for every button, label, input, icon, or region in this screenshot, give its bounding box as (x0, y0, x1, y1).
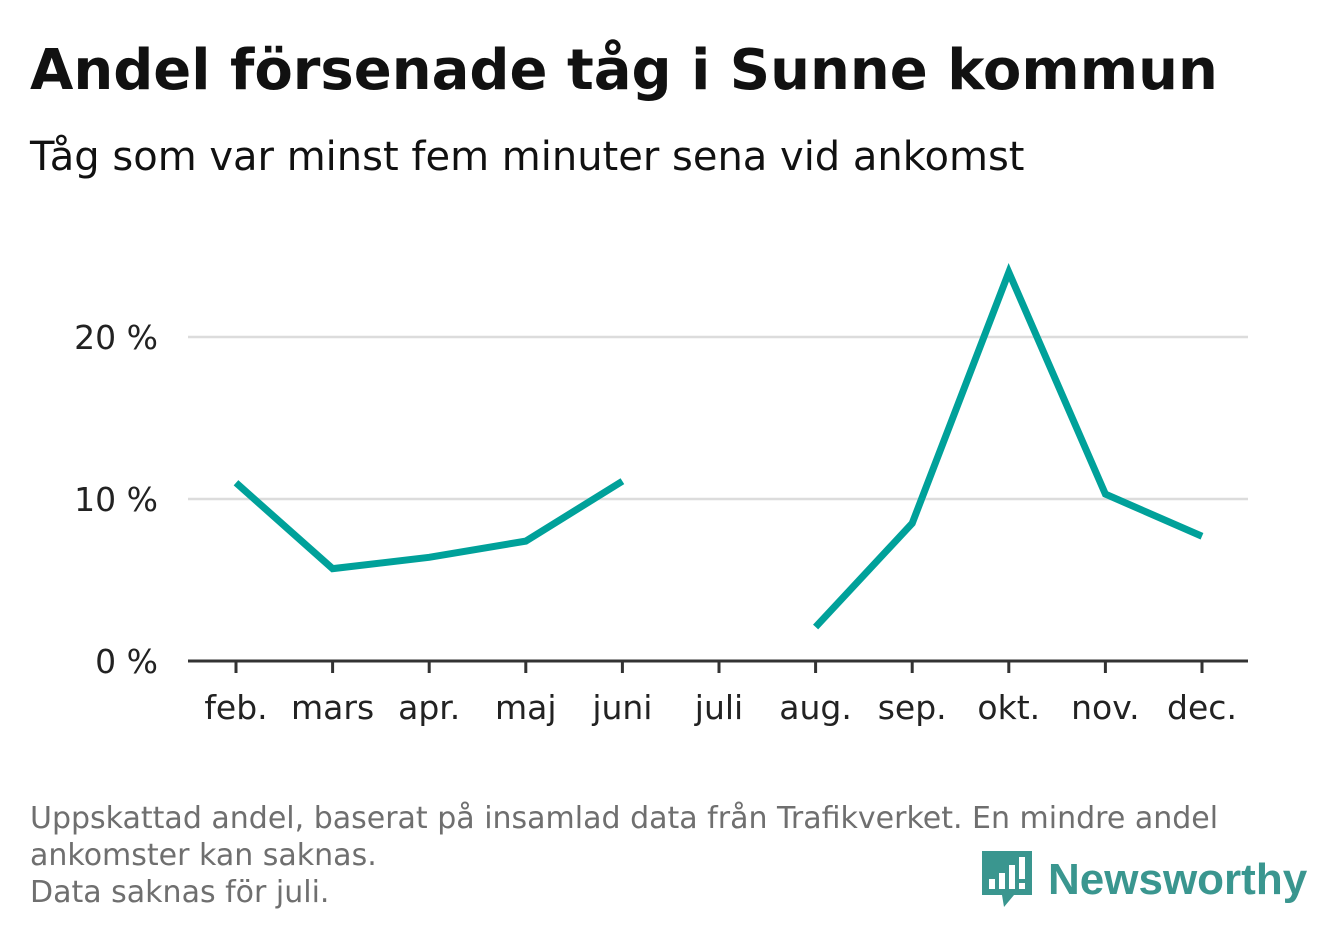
y-axis-ticks: 0 % 10 % 20 % (74, 318, 158, 681)
x-tick-label: juni (591, 688, 652, 727)
x-tick-label: apr. (398, 688, 460, 727)
series-line-segment (813, 262, 1204, 630)
y-tick-label: 20 % (74, 318, 158, 357)
x-tick-label: nov. (1071, 688, 1140, 727)
x-tick-label: aug. (779, 688, 852, 727)
x-axis: feb. mars apr. maj juni juli aug. sep. okt. nov. d… (188, 659, 1248, 727)
footnote: Uppskattad andel, baserat på insamlad da… (30, 800, 1290, 911)
footnote-line: Data saknas för juli. (30, 875, 330, 910)
x-tick-label: maj (495, 688, 557, 727)
chart-title: Andel försenade tåg i Sunne kommun (30, 38, 1218, 103)
x-tick-label: dec. (1167, 688, 1237, 727)
line-chart: 0 % 10 % 20 % feb. mars apr. maj juni juli aug. s… (74, 262, 1248, 727)
x-tick-label: mars (291, 688, 374, 727)
footnote-line: Uppskattad andel, baserat på insamlad da… (30, 801, 1219, 836)
x-tick-label: juli (694, 688, 743, 727)
brand-name: Newsworthy (1048, 855, 1308, 904)
bar-chart-speech-bubble-icon (982, 851, 1032, 907)
y-tick-label: 10 % (74, 480, 158, 519)
gridlines (188, 335, 1248, 501)
x-tick-label: sep. (878, 688, 947, 727)
x-tick-label: feb. (204, 688, 267, 727)
chart-subtitle: Tåg som var minst fem minuter sena vid a… (30, 134, 1025, 180)
series-line-segment (233, 478, 625, 573)
x-tick-label: okt. (977, 688, 1040, 727)
footnote-line: ankomster kan saknas. (30, 838, 377, 873)
brand-logo: Newsworthy (980, 848, 1307, 912)
y-tick-label: 0 % (95, 642, 158, 681)
series-lines (233, 262, 1204, 630)
